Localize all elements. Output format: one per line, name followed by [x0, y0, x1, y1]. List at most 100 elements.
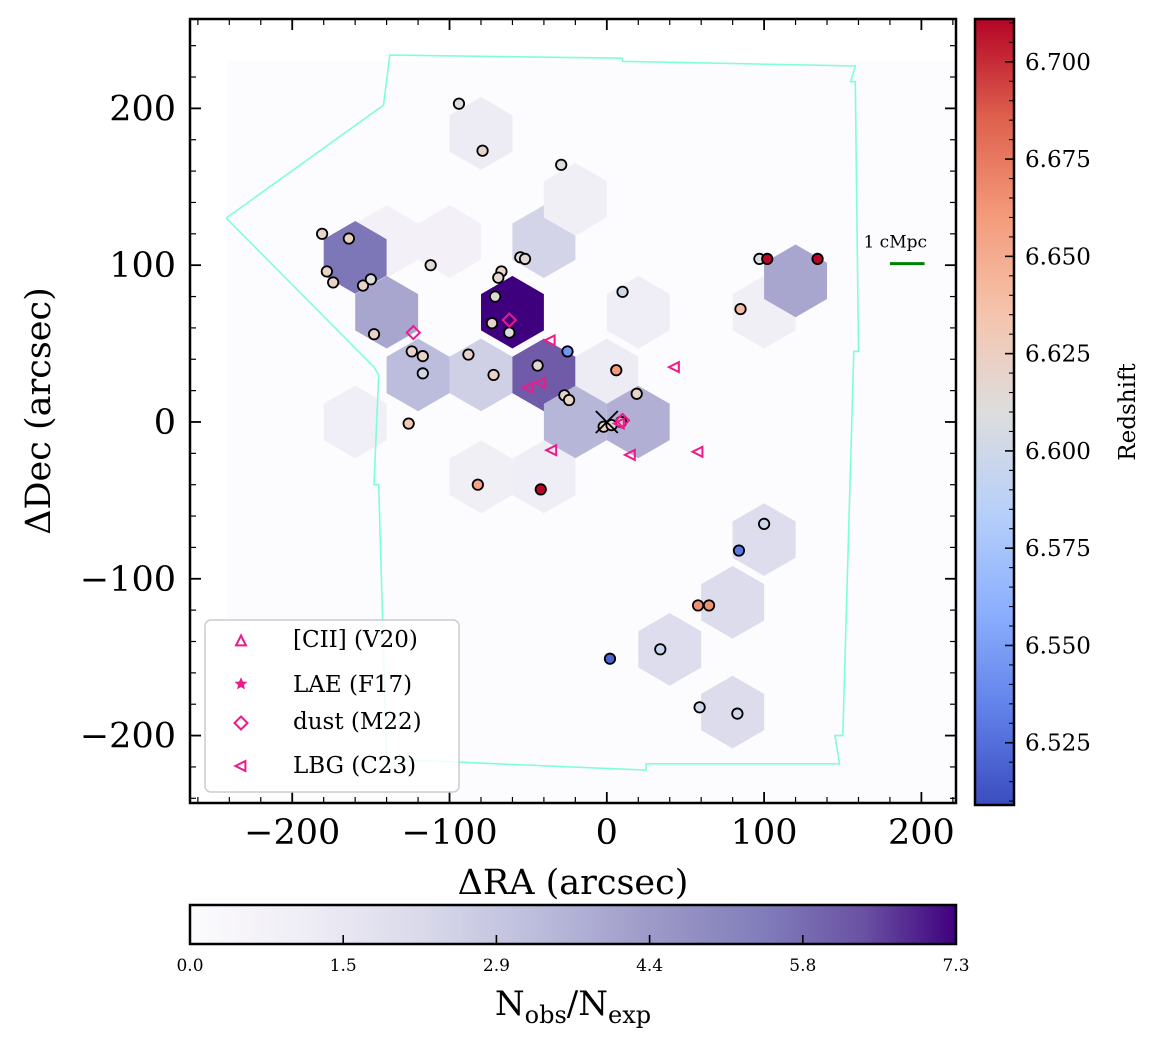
galaxy-point — [492, 271, 505, 284]
galaxy-point — [616, 285, 629, 298]
galaxy-point — [811, 252, 824, 266]
legend-marker-dust — [233, 715, 249, 731]
redshift-tick-label: 6.675 — [1025, 147, 1091, 173]
legend-marker-lbg — [233, 759, 247, 773]
galaxy-point — [405, 345, 418, 358]
plot-frame — [188, 17, 958, 805]
survey-footprint — [225, 54, 860, 771]
y-tick-label: 0 — [154, 403, 176, 443]
legend-label-dust: dust (M22) — [293, 709, 422, 735]
y-tick-label: 200 — [109, 89, 176, 129]
lbg-source-marker — [542, 333, 556, 348]
galaxy-point — [630, 387, 643, 400]
hexbin-cell — [512, 440, 576, 514]
galaxy-point — [758, 517, 771, 530]
hexbin-cell — [449, 97, 513, 170]
galaxy-point — [476, 144, 489, 157]
redshift-tick-label: 6.625 — [1025, 342, 1091, 368]
hexbin-cell — [323, 385, 387, 459]
redshift-colorbar-label: Redshift — [1115, 363, 1141, 461]
x-axis-ticks: −200 −100 0 100 200 — [197, 19, 955, 853]
redshift-tick-label: 6.650 — [1025, 244, 1091, 270]
galaxy-point — [342, 232, 355, 245]
galaxy-point — [356, 279, 370, 292]
galaxy-point — [603, 652, 617, 665]
galaxy-point — [416, 350, 429, 363]
galaxy-point — [534, 483, 547, 496]
density-tick-label: 2.9 — [483, 956, 510, 976]
density-tick-label: 5.8 — [789, 956, 816, 976]
lbg-source-marker — [520, 380, 534, 395]
density-tick-label: 7.3 — [942, 956, 969, 976]
redshift-tick-label: 6.525 — [1025, 731, 1091, 757]
legend-marker-lae — [234, 677, 248, 690]
galaxy-point — [731, 707, 744, 720]
legend-label-lbg: LBG (C23) — [293, 753, 416, 779]
galaxy-point — [416, 367, 429, 380]
density-colorbar: 0.0 1.5 2.9 4.4 5.8 7.3 Nobs/Nexp — [176, 903, 970, 1029]
legend-label-cii: [CII] (V20) — [293, 627, 418, 653]
density-tick-label: 0.0 — [176, 956, 203, 976]
lbg-source-marker — [611, 416, 625, 431]
galaxy-point — [503, 326, 516, 339]
density-colorbar-label: Nobs/Nexp — [495, 984, 651, 1029]
redshift-colorbar: 6.525 6.550 6.575 6.600 6.625 6.650 6.675 6.700… — [973, 17, 1141, 807]
scale-bar: 1 cMpc — [863, 233, 927, 266]
y-tick-label: −200 — [80, 717, 176, 757]
literature-marker-layer — [405, 312, 704, 462]
hexbin-cell — [606, 385, 670, 459]
density-label-slash: /N — [567, 984, 608, 1024]
x-tick-label: 200 — [888, 813, 955, 853]
hexbin-cell — [543, 385, 607, 459]
galaxy-point — [518, 252, 532, 266]
galaxy-point — [531, 359, 544, 372]
y-axis-label: ΔDec (arcsec) — [19, 287, 59, 535]
legend-box — [204, 619, 460, 793]
hexbin-cell — [575, 338, 639, 412]
galaxy-point — [555, 158, 568, 171]
density-colorbar-frame — [188, 903, 958, 946]
galaxy-point — [462, 348, 475, 361]
galaxy-point — [691, 599, 705, 612]
lbg-source-marker — [622, 448, 636, 462]
redshift-tick-label: 6.575 — [1025, 536, 1091, 562]
galaxy-point — [734, 302, 747, 316]
redshift-colorbar-ticks: 6.525 6.550 6.575 6.600 6.625 6.650 6.675 6.700 — [1005, 22, 1091, 802]
density-label-n: N — [495, 984, 525, 1024]
galaxy-point — [702, 599, 716, 612]
galaxy-point — [487, 368, 500, 382]
galaxy-point — [452, 97, 466, 110]
legend: [CII] (V20) LAE (F17) dust (M22) LBG (C2… — [204, 619, 460, 793]
galaxy-layer — [316, 97, 824, 720]
galaxy-point — [610, 364, 623, 377]
dust-source-marker — [405, 324, 422, 341]
density-label-obs: obs — [525, 1001, 567, 1029]
dust-source-marker — [501, 312, 518, 328]
x-tick-label: −100 — [401, 813, 497, 853]
center-x-stroke — [595, 410, 619, 434]
legend-markers — [233, 633, 249, 773]
density-tick-label: 1.5 — [330, 956, 357, 976]
legend-marker-cii — [234, 633, 248, 647]
galaxy-point — [761, 252, 774, 266]
y-axis-ticks: −200 −100 0 100 200 — [80, 45, 956, 799]
density-label-exp: exp — [608, 1001, 651, 1029]
y-tick-label: −100 — [80, 560, 176, 600]
galaxy-point — [485, 317, 499, 330]
galaxy-point — [327, 276, 340, 289]
density-colorbar-fill — [190, 905, 956, 944]
lbg-source-marker — [533, 376, 547, 390]
x-tick-label: 100 — [731, 813, 798, 853]
galaxy-point — [489, 290, 502, 303]
center-x-marker — [595, 410, 619, 434]
galaxy-point — [316, 227, 329, 240]
galaxy-point — [402, 417, 415, 430]
x-tick-label: 0 — [596, 813, 618, 853]
hexbin-cell — [638, 613, 702, 686]
hexbin-cell — [764, 244, 827, 318]
lbg-source-marker — [690, 445, 704, 459]
hexbin-cell — [543, 163, 607, 236]
galaxy-point — [367, 328, 381, 341]
density-tick-label: 4.4 — [636, 956, 663, 976]
galaxy-point — [732, 544, 746, 557]
